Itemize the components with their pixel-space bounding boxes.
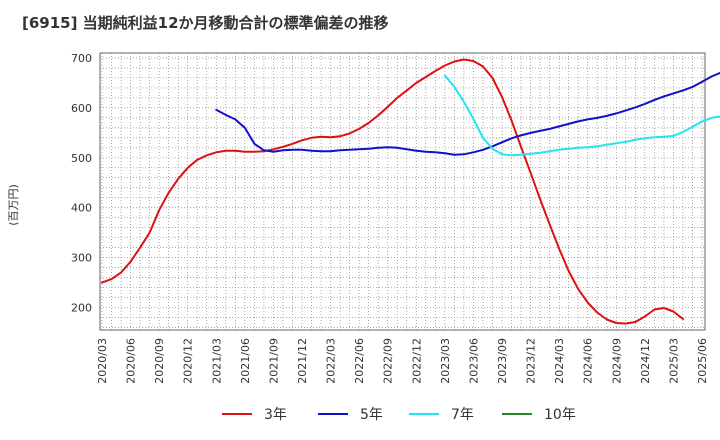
chart-title: [6915] 当期純利益12か月移動合計の標準偏差の推移: [22, 14, 389, 32]
x-tick-label: 2021/06: [239, 338, 252, 384]
x-tick-label: 2022/06: [353, 338, 366, 384]
x-tick-label: 2023/06: [467, 338, 480, 384]
y-tick-label: 600: [71, 102, 92, 115]
x-tick-label: 2022/09: [382, 338, 395, 384]
legend-label: 5年: [360, 407, 383, 423]
legend-label: 10年: [544, 407, 576, 423]
x-tick-label: 2023/09: [496, 338, 509, 384]
series-lines: [101, 58, 720, 325]
x-tick-label: 2020/06: [125, 338, 138, 384]
x-tick-label: 2024/03: [553, 338, 566, 384]
legend-label: 7年: [451, 407, 474, 423]
y-axis-label: (百万円): [7, 184, 20, 226]
x-tick-label: 2020/03: [96, 338, 109, 384]
x-tick-label: 2022/12: [410, 338, 423, 384]
legend-label: 3年: [264, 407, 287, 423]
series-line-3: [443, 74, 720, 157]
x-tick-label: 2025/03: [667, 338, 680, 384]
x-tick-label: 2021/09: [267, 338, 280, 384]
y-tick-label: 700: [71, 52, 92, 65]
y-tick-label: 200: [71, 302, 92, 315]
x-tick-label: 2024/09: [610, 338, 623, 384]
y-tick-label: 400: [71, 202, 92, 215]
series-line-2: [215, 71, 720, 156]
legend: 3年 5年 7年 10年: [222, 407, 576, 423]
y-tick-label: 500: [71, 152, 92, 165]
x-tick-label: 2024/12: [639, 338, 652, 384]
plot-frame: [99, 52, 706, 331]
x-tick-label: 2022/03: [325, 338, 338, 384]
x-tick-label: 2024/06: [582, 338, 595, 384]
series-line-1: [101, 58, 684, 325]
x-tick-label: 2020/12: [182, 338, 195, 384]
x-tick-label: 2025/06: [696, 338, 709, 384]
y-tick-label: 300: [71, 252, 92, 265]
x-tick-label: 2021/12: [296, 338, 309, 384]
x-tick-label: 2020/09: [153, 338, 166, 384]
x-tick-label: 2023/12: [525, 338, 538, 384]
x-tick-label: 2021/03: [210, 338, 223, 384]
x-ticks: 2020/03 2020/06 2020/09 2020/12 2021/03 2021/…: [96, 338, 709, 384]
y-ticks: 200 300 400 500 600 700: [71, 52, 92, 315]
x-tick-label: 2023/03: [439, 338, 452, 384]
